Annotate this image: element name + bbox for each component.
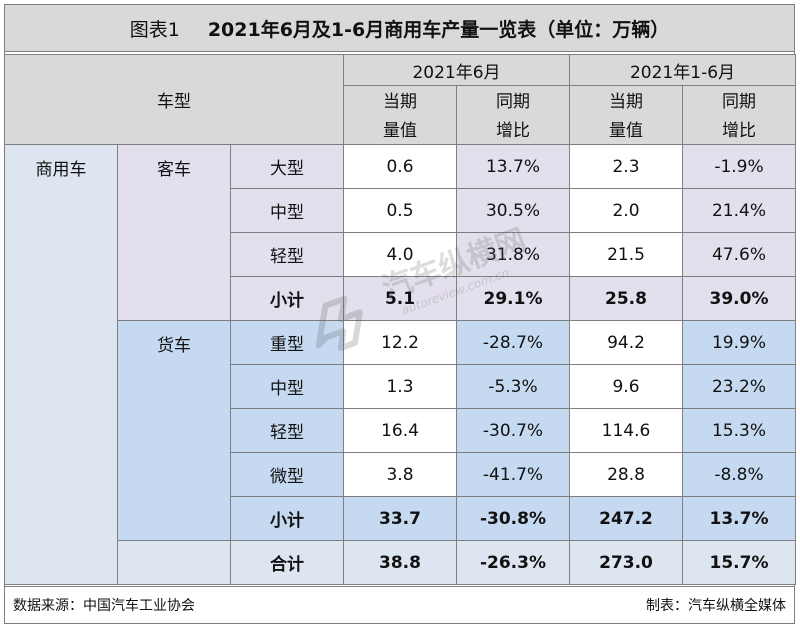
yoy-cell: -26.3%: [456, 540, 570, 585]
yoy-cell: -1.9%: [682, 144, 796, 189]
table-maker: 制表：汽车纵横全媒体: [646, 598, 786, 614]
figure-number: 图表1: [129, 18, 180, 41]
header-period-june: 2021年6月: [343, 54, 570, 86]
yoy-cell: -30.8%: [456, 496, 570, 541]
yoy-cell: 23.2%: [682, 364, 796, 409]
table-row: 微型 3.8 -41.7% 28.8 -8.8%: [5, 452, 796, 497]
yoy-cell: 13.7%: [456, 144, 570, 189]
header-june-current-l2: 量值: [343, 113, 457, 145]
value-cell: 9.6: [569, 364, 683, 409]
group-label-truck: 货车: [117, 320, 231, 541]
yoy-cell: 19.9%: [682, 320, 796, 365]
value-cell: 2.0: [569, 188, 683, 233]
table-row: 货车 重型 12.2 -28.7% 94.2 19.9%: [5, 320, 796, 541]
yoy-cell: 31.8%: [456, 232, 570, 277]
type-cell: 大型: [230, 144, 344, 189]
total-label: 合计: [230, 540, 344, 585]
total-spacer: [117, 540, 231, 585]
type-cell: 轻型: [230, 408, 344, 453]
value-cell: 1.3: [343, 364, 457, 409]
type-cell: 重型: [230, 320, 344, 365]
value-cell: 94.2: [569, 320, 683, 365]
table-title: 图表1 2021年6月及1-6月商用车产量一览表（单位：万辆）: [4, 4, 795, 52]
title-text: 2021年6月及1-6月商用车产量一览表（单位：万辆）: [207, 18, 670, 41]
yoy-cell: -41.7%: [456, 452, 570, 497]
subtotal-row: 小计 5.1 29.1% 25.8 39.0%: [5, 276, 796, 321]
total-row: 合计 38.8 -26.3% 273.0 15.7%: [5, 540, 796, 585]
production-table: 车型 2021年6月 2021年1-6月 当期 同期 当期 同期 量值 增比 量…: [4, 54, 796, 585]
subtotal-label: 小计: [230, 276, 344, 321]
header-vehicle-type: 车型: [4, 54, 344, 145]
yoy-cell: -5.3%: [456, 364, 570, 409]
category-label: 商用车: [4, 144, 118, 585]
yoy-cell: 47.6%: [682, 232, 796, 277]
yoy-cell: 39.0%: [682, 276, 796, 321]
value-cell: 16.4: [343, 408, 457, 453]
yoy-cell: -30.7%: [456, 408, 570, 453]
value-cell: 3.8: [343, 452, 457, 497]
table-row: 商用车 客车 大型 0.6 13.7% 2.3 -1.9%: [4, 144, 796, 585]
value-cell: 273.0: [569, 540, 683, 585]
value-cell: 21.5: [569, 232, 683, 277]
data-source: 数据来源：中国汽车工业协会: [13, 598, 195, 614]
value-cell: 5.1: [343, 276, 457, 321]
header-h1-current-l2: 量值: [569, 113, 683, 145]
value-cell: 2.3: [569, 144, 683, 189]
header-june-yoy-l2: 增比: [456, 113, 570, 145]
yoy-cell: 13.7%: [682, 496, 796, 541]
header-june-current-l1: 当期: [343, 85, 457, 114]
type-cell: 中型: [230, 188, 344, 233]
header-period-h1: 2021年1-6月: [569, 54, 796, 86]
yoy-cell: 30.5%: [456, 188, 570, 233]
header-june-yoy-l1: 同期: [456, 85, 570, 114]
type-cell: 微型: [230, 452, 344, 497]
value-cell: 12.2: [343, 320, 457, 365]
yoy-cell: -28.7%: [456, 320, 570, 365]
value-cell: 0.6: [343, 144, 457, 189]
footer: 数据来源：中国汽车工业协会 制表：汽车纵横全媒体: [4, 586, 795, 624]
subtotal-label: 小计: [230, 496, 344, 541]
subtotal-row: 小计 33.7 -30.8% 247.2 13.7%: [5, 496, 796, 541]
value-cell: 4.0: [343, 232, 457, 277]
table-row: 轻型 4.0 31.8% 21.5 47.6%: [5, 232, 796, 277]
value-cell: 38.8: [343, 540, 457, 585]
header-h1-current-l1: 当期: [569, 85, 683, 114]
table-row: 轻型 16.4 -30.7% 114.6 15.3%: [5, 408, 796, 453]
group-label-bus: 客车: [117, 144, 231, 321]
value-cell: 114.6: [569, 408, 683, 453]
yoy-cell: 15.7%: [682, 540, 796, 585]
value-cell: 247.2: [569, 496, 683, 541]
type-cell: 轻型: [230, 232, 344, 277]
value-cell: 28.8: [569, 452, 683, 497]
value-cell: 25.8: [569, 276, 683, 321]
type-cell: 中型: [230, 364, 344, 409]
table-row: 中型 1.3 -5.3% 9.6 23.2%: [5, 364, 796, 409]
table-row: 中型 0.5 30.5% 2.0 21.4%: [5, 188, 796, 233]
yoy-cell: 29.1%: [456, 276, 570, 321]
header-h1-yoy-l1: 同期: [682, 85, 796, 114]
value-cell: 0.5: [343, 188, 457, 233]
yoy-cell: 15.3%: [682, 408, 796, 453]
header-h1-yoy-l2: 增比: [682, 113, 796, 145]
value-cell: 33.7: [343, 496, 457, 541]
yoy-cell: -8.8%: [682, 452, 796, 497]
yoy-cell: 21.4%: [682, 188, 796, 233]
